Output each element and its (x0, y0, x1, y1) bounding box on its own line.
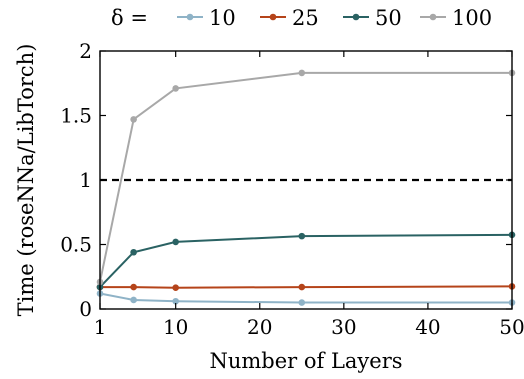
y-axis-label: Time (roseNNa/LibTorch) (14, 44, 38, 317)
x-tick-label: 1 (94, 315, 107, 339)
legend-entry-100: 100 (420, 6, 492, 30)
data-point-50 (172, 238, 179, 246)
data-point-25 (130, 283, 137, 291)
legend-marker (352, 13, 360, 21)
data-point-100 (298, 69, 306, 77)
data-point-25 (298, 283, 306, 291)
plot-area (96, 69, 516, 306)
series-50 (96, 231, 516, 291)
y-tick-label: 0 (79, 297, 92, 321)
y-tick-label: 1.5 (60, 104, 92, 128)
x-axis: 1 10 20 30 40 50 (94, 51, 524, 339)
data-point-50 (130, 248, 137, 256)
y-tick-label: 1 (79, 168, 92, 192)
data-point-10 (130, 296, 137, 304)
series-line-100 (99, 71, 512, 283)
data-point-100 (130, 116, 137, 123)
legend-title: δ = (111, 6, 148, 30)
series-line-25 (100, 285, 513, 289)
x-tick-label: 30 (331, 315, 356, 339)
y-tick-label: 2 (79, 39, 92, 63)
legend-entry-50: 50 (343, 6, 402, 30)
x-tick-label: 50 (499, 315, 524, 339)
legend-entry-10: 10 (177, 6, 236, 30)
legend-label: 100 (452, 6, 492, 30)
series-line-50 (99, 233, 513, 288)
legend-marker (429, 13, 437, 21)
x-tick-label: 20 (247, 315, 272, 339)
legend-marker (269, 13, 277, 21)
legend-entry-25: 25 (260, 6, 319, 30)
data-point-10 (298, 299, 306, 306)
legend-label: 50 (375, 6, 402, 30)
series-line-10 (99, 292, 512, 304)
x-tick-label: 10 (163, 315, 188, 339)
legend-label: 25 (292, 6, 319, 30)
series-25 (96, 283, 516, 292)
y-axis: 0 0.5 1 1.5 2 (60, 39, 512, 321)
series-100 (96, 69, 516, 286)
data-point-25 (172, 284, 179, 292)
data-point-50 (298, 232, 306, 240)
x-axis-label: Number of Layers (209, 349, 402, 373)
legend-marker (186, 13, 194, 21)
legend: δ = 10 25 50 100 (111, 6, 492, 30)
legend-label: 10 (209, 6, 236, 30)
x-tick-label: 40 (415, 315, 440, 339)
data-point-100 (172, 85, 179, 92)
data-point-10 (172, 297, 179, 305)
y-tick-label: 0.5 (60, 233, 92, 257)
series-10 (96, 290, 516, 306)
